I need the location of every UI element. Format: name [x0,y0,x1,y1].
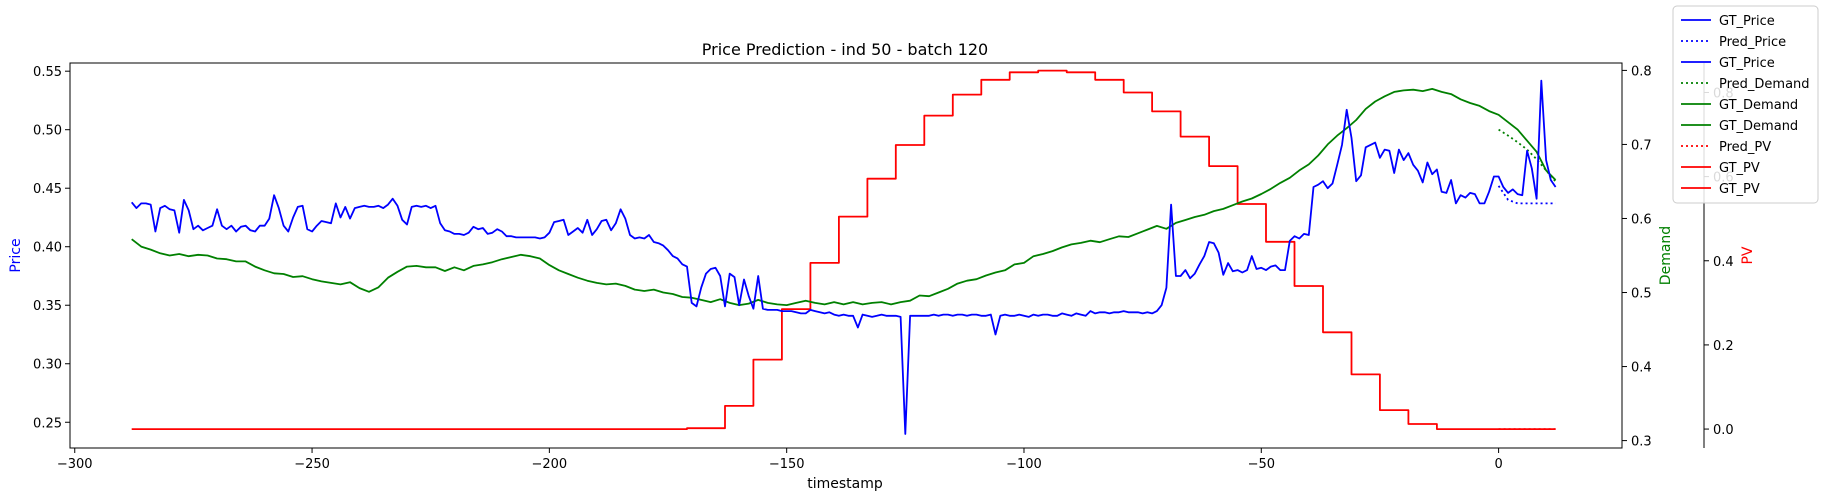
plot-frame [69,62,1623,449]
x-tick-label: −50 [1248,457,1275,472]
legend-label: GT_PV [1719,182,1760,197]
x-tick-label: −200 [532,457,568,472]
demand-tick-label: 0.5 [1631,287,1652,302]
series-line-gt-pv [131,69,1556,430]
series-line-pred-price [1497,185,1556,205]
legend-label: Pred_Price [1719,35,1786,50]
series-line-pred-demand [1498,128,1557,183]
demand-tick-label: 0.3 [1631,435,1652,450]
x-tick-label: −150 [769,457,805,472]
pv-axis-label: PV [1740,246,1756,264]
legend-label: Pred_PV [1719,140,1771,155]
series-line-gt-demand [131,88,1557,306]
legend-label: GT_Demand [1719,98,1798,113]
price-tick-label: 0.50 [33,124,62,139]
pv-tick-label: 0.0 [1713,423,1734,438]
legend-label: Pred_Demand [1719,77,1810,92]
legend-label: GT_Demand [1719,119,1798,134]
price-tick-label: 0.40 [33,241,62,256]
demand-tick-label: 0.8 [1631,64,1652,79]
x-axis-label: timestamp [807,476,883,492]
pv-tick-label: 0.4 [1713,255,1734,270]
price-tick-label: 0.35 [33,299,62,314]
demand-tick-label: 0.4 [1631,361,1652,376]
x-tick-label: −300 [57,457,93,472]
x-tick-label: 0 [1494,457,1502,472]
legend-label: GT_PV [1719,161,1760,176]
legend-label: GT_Price [1719,56,1775,71]
series-line-gt-price [131,79,1557,435]
x-tick-label: −250 [294,457,330,472]
price-tick-label: 0.25 [33,416,62,431]
price-axis-label: Price [8,238,24,272]
demand-tick-label: 0.7 [1631,138,1652,153]
legend: GT_Price Pred_Price GT_Price Pred_Demand GT_… [1672,5,1819,204]
legend-box [1672,5,1819,204]
legend-label: GT_Price [1719,14,1775,29]
price-tick-label: 0.55 [33,65,62,80]
price-tick-label: 0.45 [33,182,62,197]
demand-tick-label: 0.6 [1631,212,1652,227]
x-tick-label: −100 [1006,457,1042,472]
price-tick-label: 0.30 [33,358,62,373]
demand-axis-label: Demand [1658,226,1674,285]
pv-tick-label: 0.2 [1713,339,1734,354]
chart-title: Price Prediction - ind 50 - batch 120 [702,40,988,59]
